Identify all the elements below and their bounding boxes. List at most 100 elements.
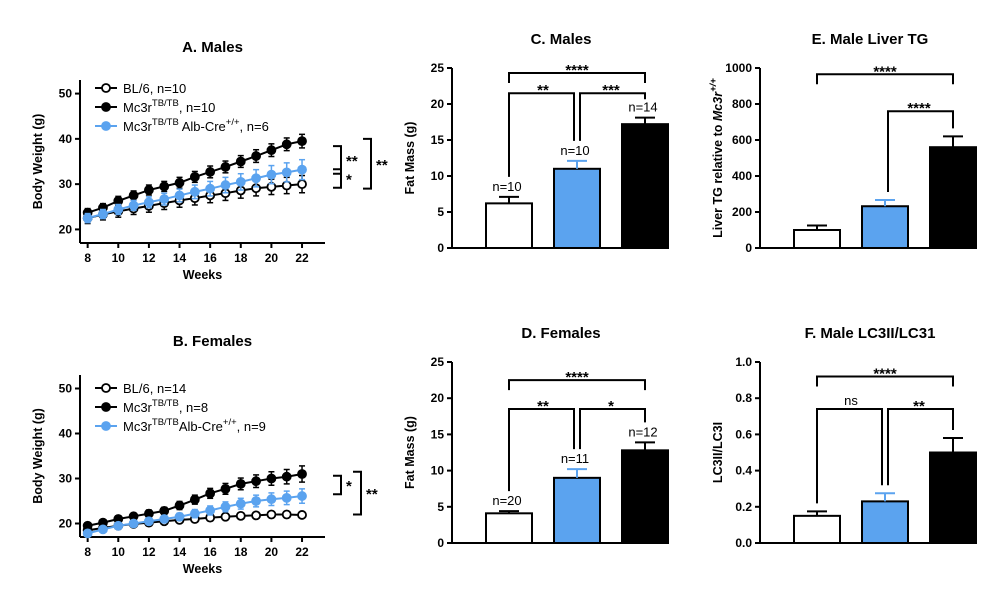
data-point: [220, 180, 231, 190]
sig-bracket: [816, 408, 883, 504]
y-tick-label: 20: [59, 517, 73, 531]
data-point: [235, 156, 246, 167]
data-point: [128, 200, 139, 211]
y-tick-label: 20: [59, 222, 73, 236]
y-tick-label: 40: [59, 427, 73, 441]
y-axis-label: Body Weight (g): [31, 114, 45, 210]
sig-label: ****: [565, 369, 589, 386]
sig-bracket: [887, 110, 954, 192]
chart-title: A. Males: [182, 39, 243, 56]
data-point: [205, 488, 216, 499]
legend-marker: [101, 83, 111, 93]
n-label: n=20: [492, 493, 521, 508]
data-point: [82, 213, 93, 223]
legend-entry: BL/6, n=10: [123, 81, 186, 96]
x-tick-label: 20: [265, 545, 279, 559]
y-axis-label: Liver TG relative to Mc3r+/+: [708, 78, 725, 238]
bar: [621, 449, 669, 544]
data-point: [266, 509, 277, 520]
series-1: Mc3rTB/TB, n=10: [82, 98, 307, 218]
y-tick-label: 30: [59, 177, 73, 191]
x-tick-label: 14: [173, 545, 187, 559]
data-point: [174, 500, 185, 511]
y-axis-label: Fat Mass (g): [403, 122, 417, 195]
data-point: [113, 204, 124, 215]
x-tick-label: 16: [203, 251, 217, 265]
chart-title: F. Male LC3II/LC31: [805, 325, 936, 342]
n-label: n=10: [492, 179, 521, 194]
bar: [929, 146, 977, 249]
data-point: [205, 167, 216, 177]
x-tick-label: 20: [265, 251, 279, 265]
y-tick-label: 20: [431, 97, 445, 111]
y-tick-label: 0.6: [735, 427, 752, 441]
data-point: [266, 473, 277, 484]
y-tick-label: 15: [431, 427, 445, 441]
sig-bracket: [333, 145, 342, 175]
legend-marker: [101, 402, 111, 412]
sig-bracket: [333, 168, 342, 189]
chart-title: C. Males: [531, 31, 592, 48]
y-tick-label: 15: [431, 133, 445, 147]
sig-label: **: [537, 82, 549, 99]
sig-label: ****: [907, 100, 931, 117]
y-tick-label: 0.8: [735, 391, 752, 405]
n-label: n=14: [628, 100, 657, 115]
sig-bracket: [363, 137, 372, 190]
data-point: [281, 471, 292, 482]
y-tick-label: 0.0: [735, 536, 752, 550]
chart-title: D. Females: [521, 325, 600, 342]
data-point: [128, 190, 139, 201]
n-label: n=10: [560, 143, 589, 158]
sig-bracket-label: **: [346, 153, 358, 170]
sig-label: *: [608, 398, 614, 415]
panel-D: D. Females 0 5 10 15 20 25 Fat Mass (g) n=20 n=11…: [403, 325, 669, 550]
x-tick-label: 14: [173, 251, 187, 265]
bar: [621, 123, 669, 249]
x-tick-label: 12: [142, 251, 156, 265]
legend-marker: [101, 102, 111, 112]
sig-label: ****: [873, 63, 897, 80]
data-point: [235, 510, 246, 521]
bar: [793, 514, 841, 544]
x-tick-label: 8: [84, 251, 91, 265]
sig-bracket: [579, 92, 646, 141]
data-point: [281, 509, 292, 520]
y-axis-label: Body Weight (g): [31, 408, 45, 504]
sig-label: **: [913, 398, 925, 415]
panel-F: F. Male LC3II/LC31 0.0 0.2 0.4 0.6 0.8 1.0 LC3I…: [711, 325, 977, 550]
bar: [485, 202, 533, 249]
chart-title: B. Females: [173, 333, 252, 350]
chart-title: E. Male Liver TG: [812, 31, 929, 48]
data-point: [189, 171, 200, 182]
data-point: [205, 183, 216, 194]
data-point: [174, 511, 185, 522]
series-2: Mc3rTB/TB Alb-Cre+/+, n=6: [82, 117, 307, 224]
y-tick-label: 600: [732, 133, 752, 147]
y-tick-label: 50: [59, 87, 73, 101]
data-point: [205, 505, 216, 516]
y-tick-label: 10: [431, 464, 445, 478]
sig-label: ***: [602, 82, 620, 99]
x-tick-label: 22: [295, 251, 309, 265]
data-point: [266, 494, 277, 505]
x-axis-label: Weeks: [183, 268, 222, 282]
y-tick-label: 25: [431, 355, 445, 369]
sig-label: ****: [565, 62, 589, 79]
x-axis-label: Weeks: [183, 562, 222, 576]
data-point: [159, 514, 170, 524]
sig-label: ns: [844, 393, 858, 408]
data-point: [113, 520, 124, 531]
legend-entry: BL/6, n=14: [123, 381, 186, 396]
data-point: [235, 498, 246, 509]
y-tick-label: 50: [59, 382, 73, 396]
n-label: n=11: [561, 451, 589, 466]
y-tick-label: 0: [745, 241, 752, 255]
sig-bracket: [816, 375, 954, 387]
x-tick-label: 12: [142, 545, 156, 559]
data-point: [159, 194, 170, 204]
data-point: [189, 494, 200, 505]
sig-label: ****: [873, 365, 897, 382]
y-tick-label: 30: [59, 472, 73, 486]
